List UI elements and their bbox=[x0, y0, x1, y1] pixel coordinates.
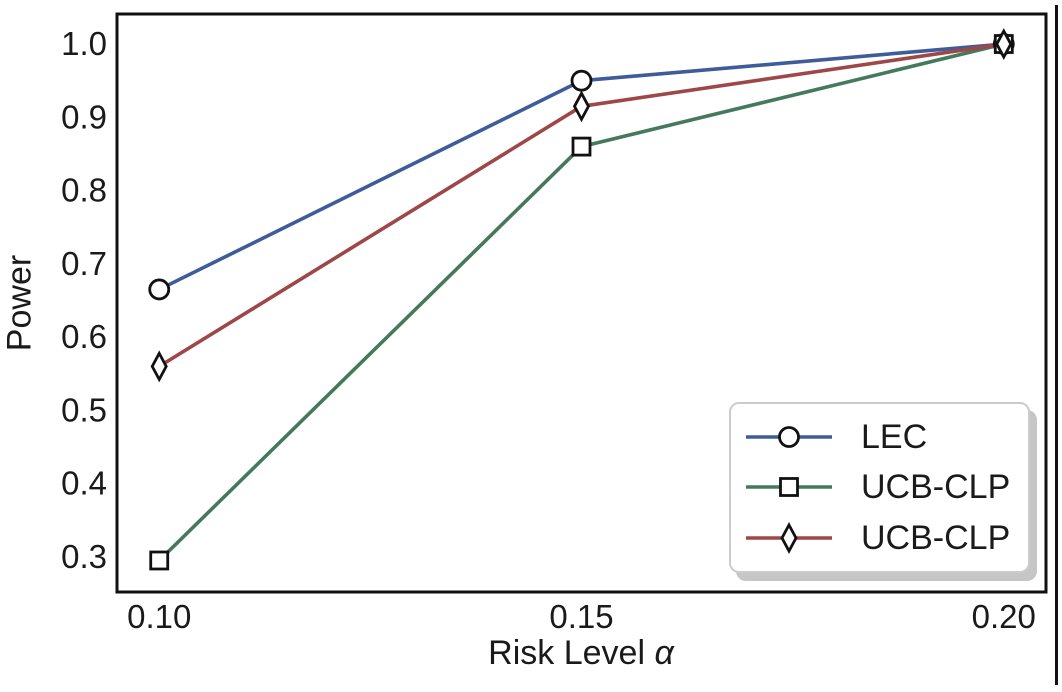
diamond-marker bbox=[780, 521, 798, 554]
diamond-marker bbox=[572, 90, 591, 123]
legend-line-sample bbox=[746, 426, 832, 449]
legend-label: LEC bbox=[861, 418, 928, 457]
legend-item: LEC bbox=[743, 419, 1028, 455]
y-tick-label: 0.8 bbox=[61, 172, 107, 209]
circle-marker bbox=[570, 69, 593, 92]
y-tick-label: 0.7 bbox=[61, 245, 107, 282]
diamond-marker bbox=[150, 350, 168, 383]
square-marker bbox=[571, 136, 592, 157]
square-marker bbox=[779, 477, 799, 498]
figure-right-border bbox=[1055, 5, 1058, 685]
legend-line-sample bbox=[746, 521, 832, 554]
diamond-marker bbox=[995, 28, 1013, 60]
y-tick-label: 0.5 bbox=[61, 391, 107, 428]
x-axis-label: Risk Level α bbox=[488, 634, 674, 673]
legend-line-sample bbox=[746, 477, 832, 498]
y-axis-label: Power bbox=[0, 254, 39, 352]
x-tick-label: 0.15 bbox=[549, 598, 613, 635]
circle-marker bbox=[148, 278, 171, 301]
x-tick-label: 0.20 bbox=[972, 598, 1036, 635]
y-tick-label: 0.3 bbox=[61, 538, 107, 575]
y-tick-label: 0.6 bbox=[61, 318, 107, 355]
y-tick-label: 1.0 bbox=[61, 25, 107, 62]
legend-label: UCB-CLP bbox=[861, 518, 1011, 557]
circle-marker bbox=[778, 426, 800, 449]
legend-item: UCB-CLP bbox=[743, 520, 1028, 556]
y-tick-label: 0.9 bbox=[61, 98, 107, 135]
legend-label: UCB-CLP bbox=[861, 468, 1011, 507]
x-tick-label: 0.10 bbox=[127, 598, 191, 635]
y-tick-label: 0.4 bbox=[61, 465, 107, 502]
x-axis-label-text: Risk Level bbox=[488, 634, 655, 672]
legend-item: UCB-CLP bbox=[743, 469, 1028, 505]
legend: LEC UCB-CLP UCB-CLP bbox=[729, 402, 1030, 573]
alpha-symbol: α bbox=[654, 634, 674, 672]
axes-frame bbox=[115, 12, 1048, 594]
square-marker bbox=[149, 550, 170, 571]
